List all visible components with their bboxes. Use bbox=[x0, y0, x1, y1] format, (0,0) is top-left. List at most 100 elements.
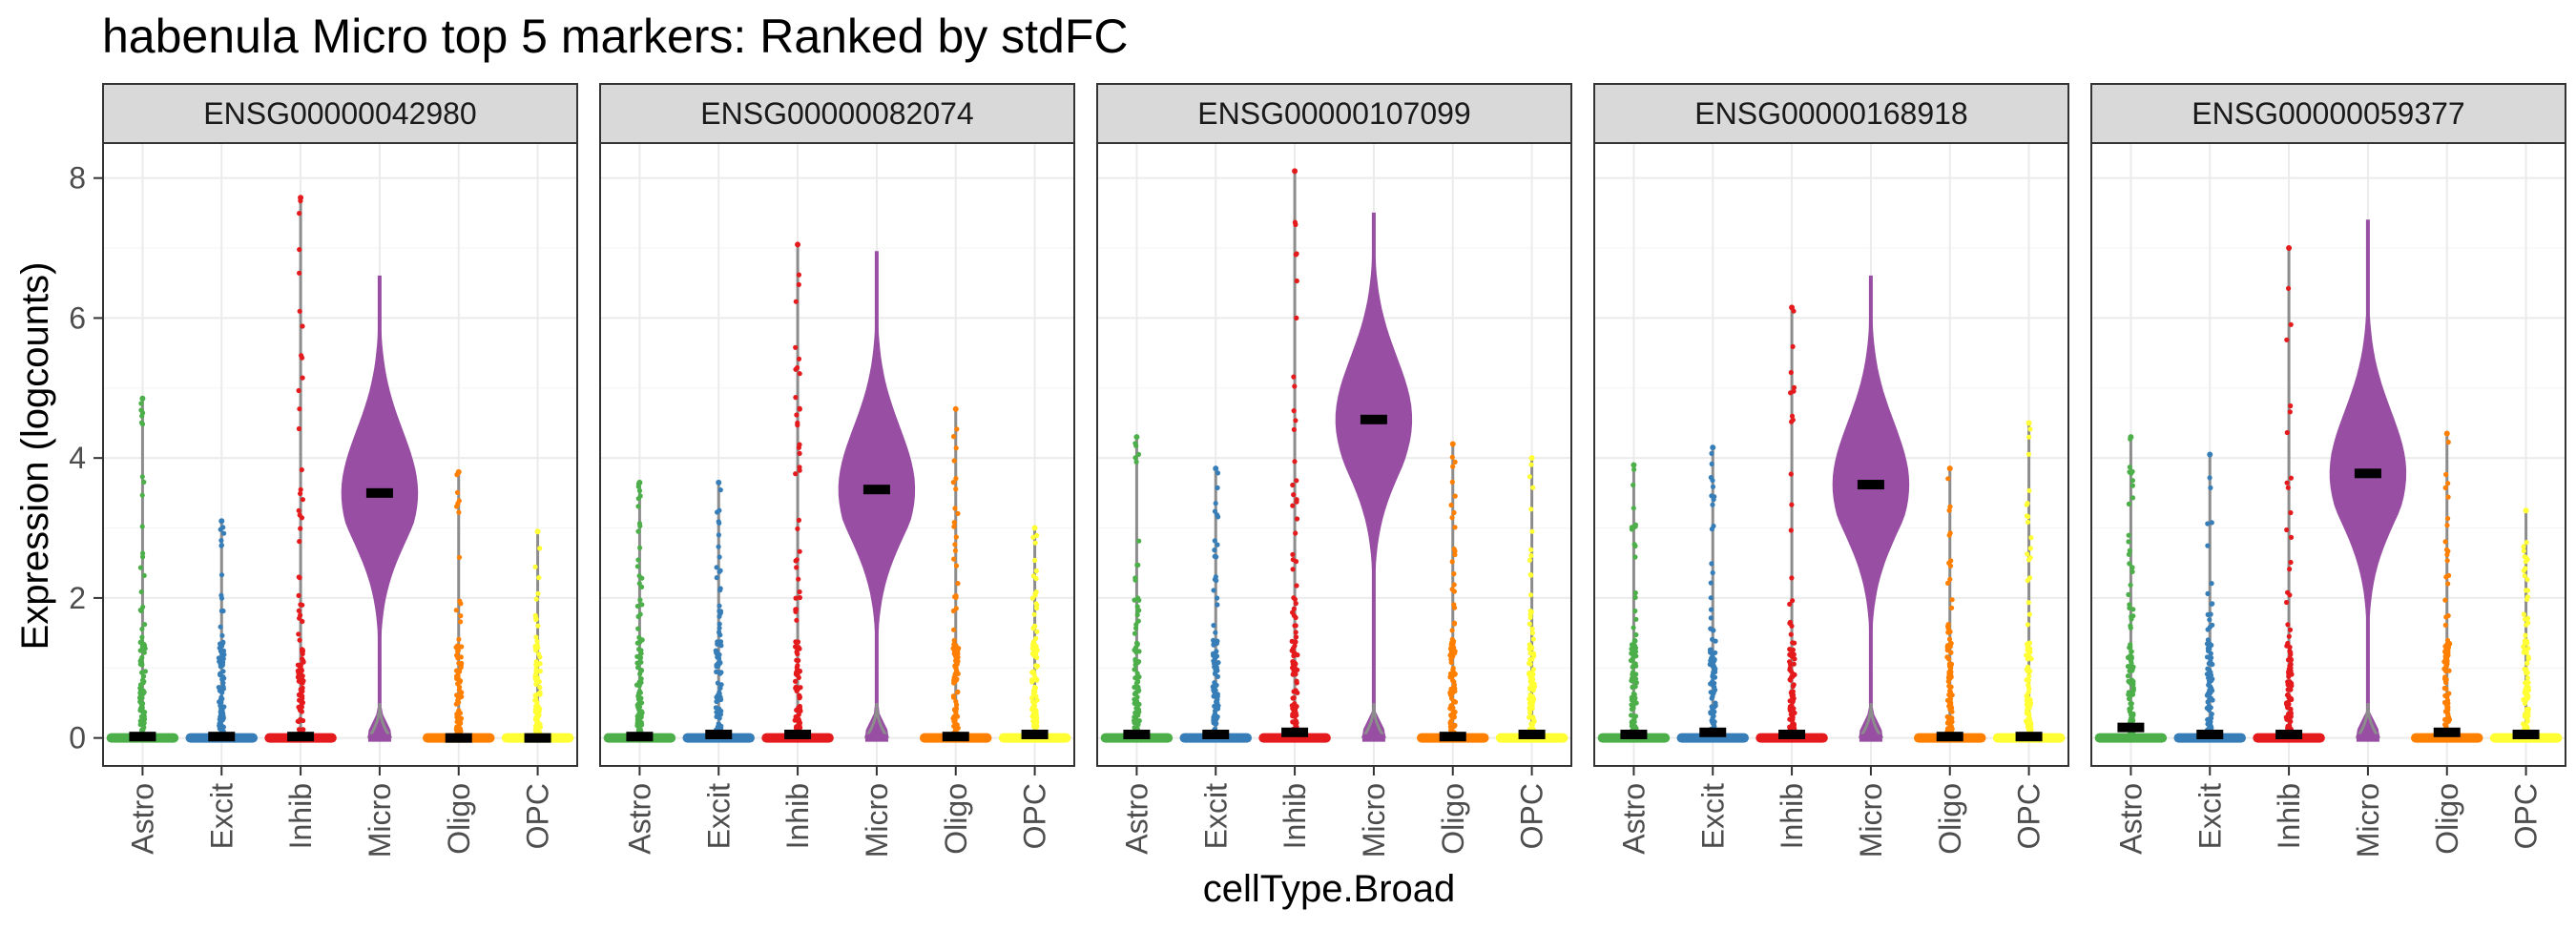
data-point bbox=[1713, 669, 1718, 675]
median-marker bbox=[1021, 729, 1049, 739]
data-point bbox=[1211, 623, 1216, 629]
data-point bbox=[1945, 678, 1951, 685]
data-point bbox=[219, 651, 225, 657]
max-point bbox=[1292, 168, 1298, 175]
data-point bbox=[2442, 622, 2448, 629]
data-point bbox=[301, 727, 306, 733]
data-point bbox=[218, 608, 224, 614]
data-point bbox=[1632, 713, 1639, 719]
x-tick-label: OPC bbox=[521, 783, 555, 849]
data-point bbox=[953, 594, 959, 600]
data-point bbox=[1212, 548, 1217, 553]
max-point bbox=[952, 405, 959, 412]
data-point bbox=[2443, 722, 2449, 728]
panel-background bbox=[1594, 143, 2068, 766]
data-point bbox=[1294, 278, 1299, 284]
data-point bbox=[1030, 534, 1036, 540]
data-point bbox=[1788, 677, 1794, 683]
data-point bbox=[2445, 516, 2451, 522]
data-point bbox=[535, 623, 541, 629]
data-point bbox=[2441, 676, 2448, 682]
data-point bbox=[2286, 669, 2292, 674]
data-point bbox=[218, 728, 224, 734]
data-point bbox=[2204, 654, 2211, 660]
data-point bbox=[298, 486, 303, 492]
data-point bbox=[1709, 527, 1714, 532]
data-point bbox=[797, 371, 802, 377]
data-point bbox=[1293, 559, 1299, 565]
data-point bbox=[535, 691, 542, 696]
data-point bbox=[2288, 403, 2294, 409]
data-point bbox=[1708, 615, 1714, 621]
data-point bbox=[296, 608, 301, 613]
data-point bbox=[1214, 578, 1219, 584]
data-point bbox=[2126, 692, 2131, 697]
median-marker bbox=[1518, 729, 1546, 739]
data-point bbox=[2128, 701, 2133, 707]
data-point bbox=[1294, 315, 1299, 320]
data-point bbox=[1133, 658, 1139, 664]
data-point bbox=[1633, 680, 1639, 686]
data-point bbox=[2287, 567, 2293, 572]
data-point bbox=[1710, 673, 1715, 680]
data-point bbox=[2125, 673, 2131, 679]
data-point bbox=[300, 323, 305, 329]
data-point bbox=[1707, 661, 1713, 668]
data-point bbox=[138, 420, 145, 425]
data-point bbox=[1528, 506, 1534, 512]
data-point bbox=[2524, 717, 2530, 723]
data-point bbox=[1448, 687, 1454, 692]
data-point bbox=[795, 639, 801, 645]
y-tick-label: 4 bbox=[69, 441, 86, 475]
max-point bbox=[1133, 434, 1140, 441]
data-point bbox=[1212, 703, 1217, 710]
data-point bbox=[456, 636, 462, 642]
data-point bbox=[2443, 645, 2449, 651]
data-point bbox=[951, 680, 957, 686]
data-point bbox=[141, 724, 147, 731]
data-point bbox=[1449, 587, 1455, 592]
data-point bbox=[1633, 653, 1639, 659]
data-point bbox=[300, 673, 305, 679]
data-point bbox=[454, 724, 460, 730]
data-point bbox=[1294, 704, 1299, 710]
data-point bbox=[533, 634, 539, 640]
data-point bbox=[2287, 409, 2293, 415]
data-point bbox=[1946, 670, 1952, 675]
panel-background bbox=[600, 143, 1074, 766]
data-point bbox=[1448, 502, 1454, 508]
data-point bbox=[1631, 542, 1637, 548]
data-point bbox=[1290, 661, 1296, 667]
data-point bbox=[2284, 599, 2290, 606]
facet-strip bbox=[599, 83, 1075, 144]
data-point bbox=[138, 407, 144, 413]
data-point bbox=[455, 717, 462, 723]
data-point bbox=[1789, 692, 1795, 698]
data-point bbox=[2443, 661, 2449, 668]
facet-strip-label: ENSG00000107099 bbox=[1197, 96, 1470, 131]
data-point bbox=[301, 678, 306, 684]
data-point bbox=[537, 546, 543, 551]
data-point bbox=[1030, 651, 1037, 657]
data-point bbox=[2285, 622, 2291, 628]
data-point bbox=[2284, 700, 2290, 706]
max-point bbox=[2286, 245, 2293, 252]
data-point bbox=[1947, 707, 1953, 713]
data-point bbox=[1529, 528, 1535, 534]
data-point bbox=[455, 643, 461, 649]
data-point bbox=[534, 638, 540, 644]
y-tick-label: 2 bbox=[69, 581, 86, 615]
data-point bbox=[1134, 678, 1141, 685]
data-point bbox=[1451, 699, 1457, 705]
data-point bbox=[954, 702, 960, 708]
max-point bbox=[298, 195, 304, 201]
data-point bbox=[1528, 462, 1534, 467]
data-point bbox=[221, 675, 227, 681]
data-point bbox=[951, 718, 957, 725]
x-tick-label: OPC bbox=[1515, 783, 1549, 849]
data-point bbox=[137, 718, 143, 724]
data-point bbox=[1792, 640, 1797, 646]
data-point bbox=[137, 661, 143, 667]
data-point bbox=[532, 648, 539, 653]
data-point bbox=[1132, 630, 1138, 636]
